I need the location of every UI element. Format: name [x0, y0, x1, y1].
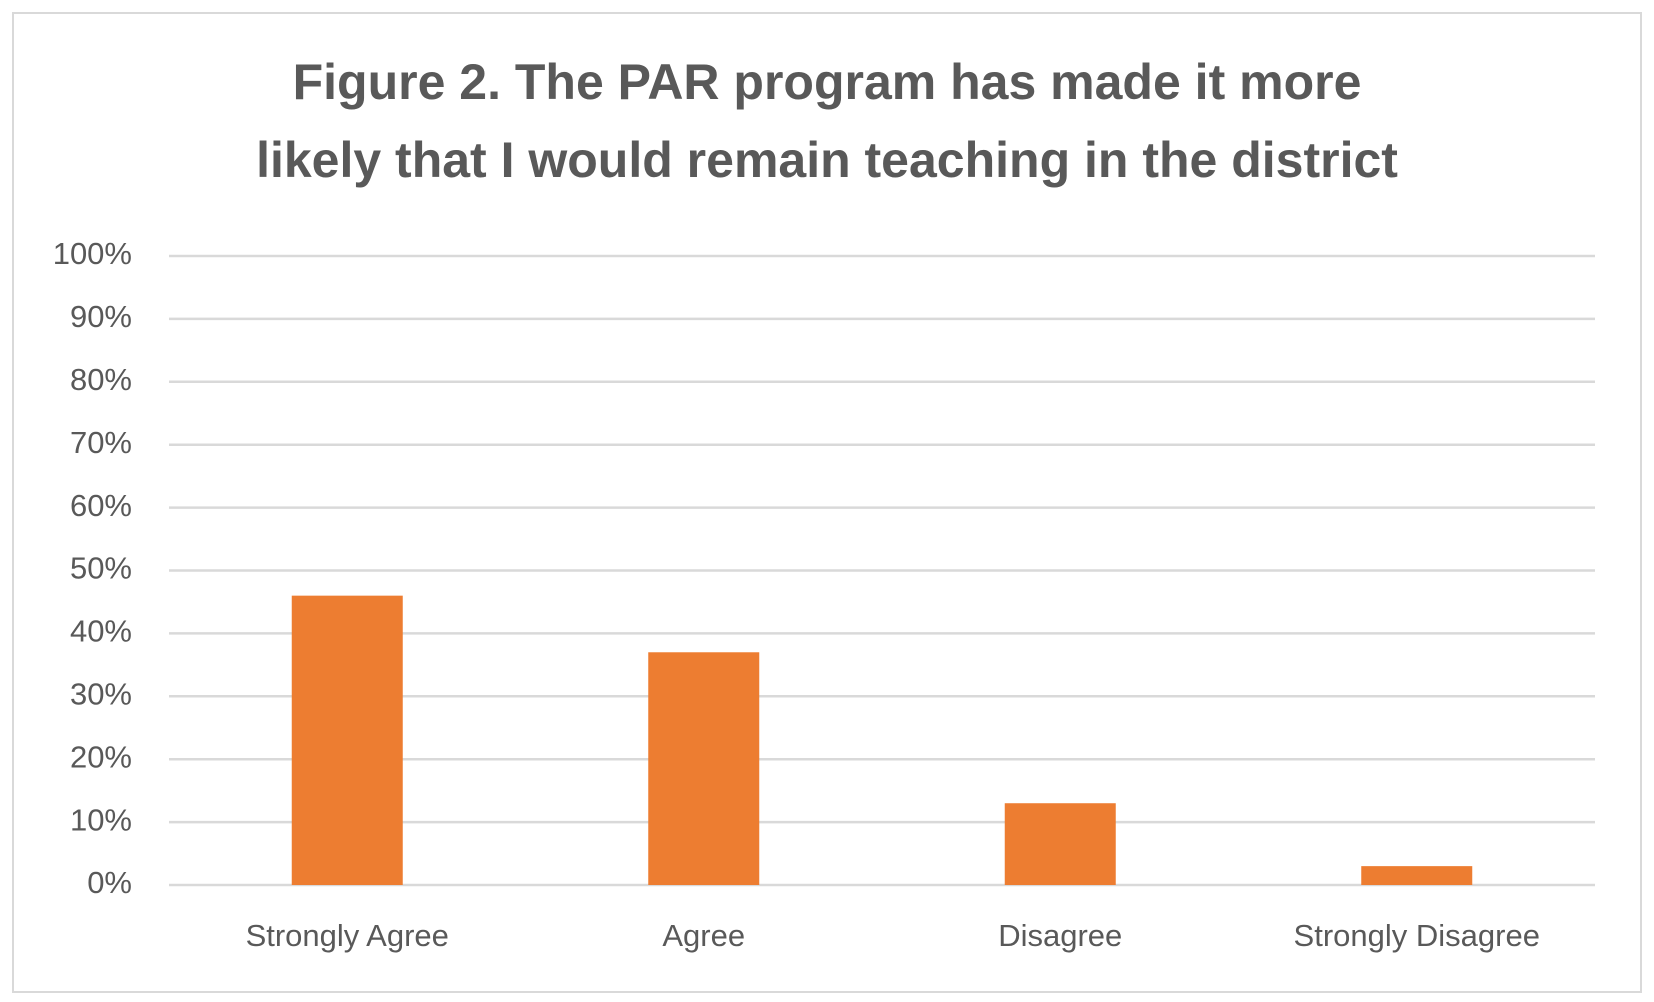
- bar: [1004, 803, 1116, 885]
- chart-title: likely that I would remain teaching in t…: [256, 132, 1398, 188]
- y-tick-label: 20%: [70, 739, 132, 774]
- y-tick-label: 0%: [87, 865, 132, 900]
- x-tick-label: Strongly Disagree: [1294, 918, 1540, 953]
- y-tick-label: 90%: [70, 299, 132, 334]
- x-tick-label: Agree: [662, 918, 745, 953]
- y-tick-label: 60%: [70, 488, 132, 523]
- bar: [1361, 866, 1473, 885]
- x-tick-label: Strongly Agree: [246, 918, 449, 953]
- bar: [291, 595, 403, 885]
- y-tick-label: 40%: [70, 614, 132, 649]
- chart-border: [12, 12, 1642, 993]
- y-tick-label: 70%: [70, 425, 132, 460]
- y-tick-label: 30%: [70, 676, 132, 711]
- y-tick-label: 100%: [53, 236, 132, 271]
- bar: [648, 652, 760, 885]
- y-tick-label: 50%: [70, 551, 132, 586]
- x-tick-label: Disagree: [998, 918, 1122, 953]
- y-tick-label: 80%: [70, 362, 132, 397]
- y-tick-label: 10%: [70, 802, 132, 837]
- chart-title: Figure 2. The PAR program has made it mo…: [293, 54, 1362, 110]
